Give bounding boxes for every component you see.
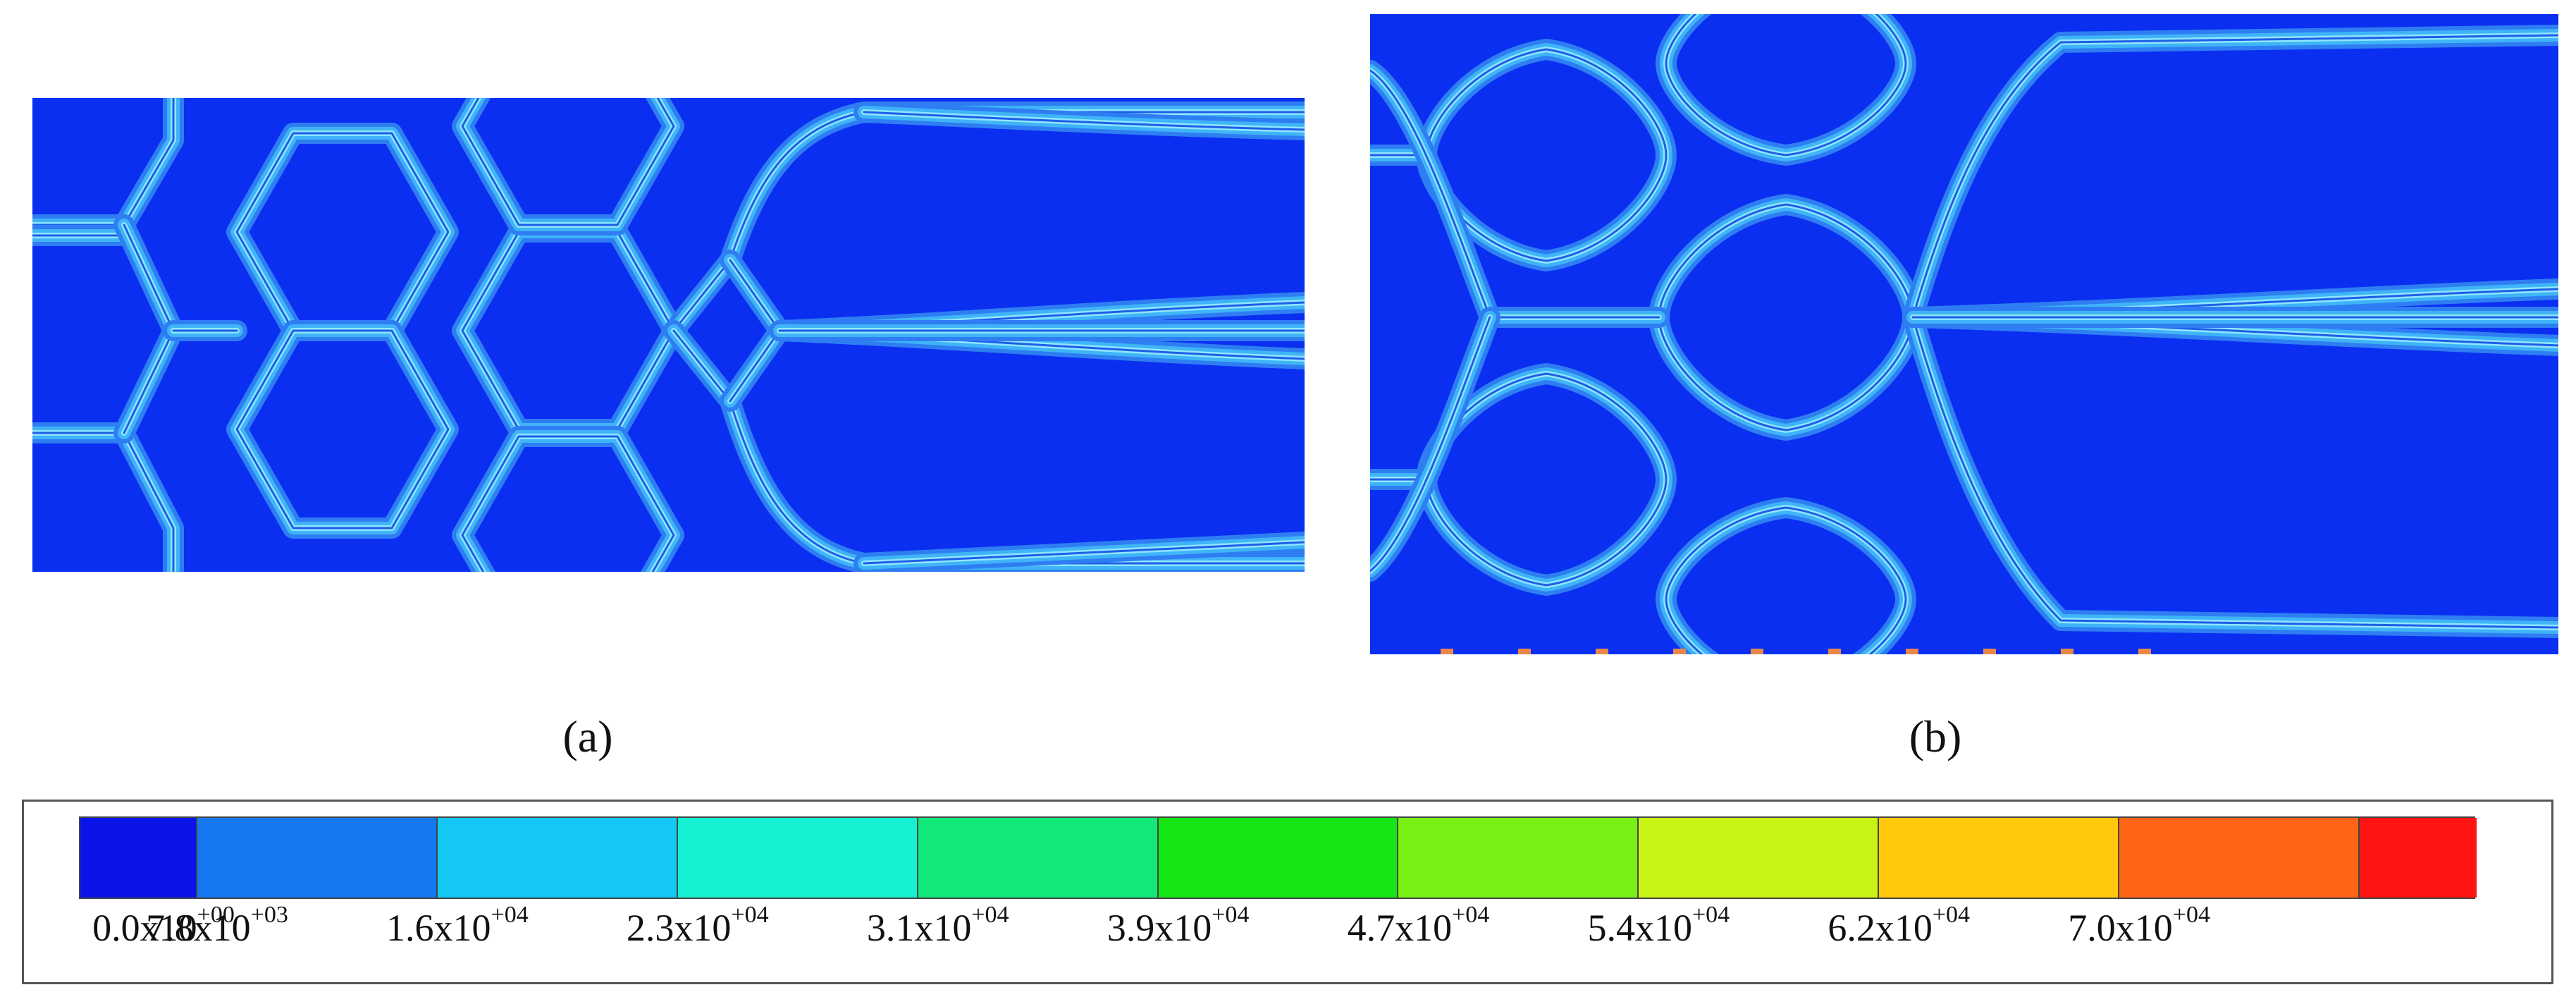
edge-artifact (2138, 649, 2151, 654)
edge-artifact (1673, 649, 1686, 654)
diamond-cell-wall (1370, 316, 1491, 573)
diamond-cell-wall (1370, 69, 1660, 319)
colorbar (79, 816, 2477, 899)
contour-panel-b (1370, 14, 2558, 654)
edge-artifact (1596, 649, 1608, 654)
wake-tail (863, 541, 1305, 565)
diamond-cell-wall (1425, 48, 1668, 262)
edge-artifact (1518, 649, 1531, 654)
diamond-cell-wall (1665, 506, 1907, 654)
edge-artifact (1751, 649, 1763, 654)
hex-cell-wall (672, 329, 1305, 565)
colorbar-tick-label: 3.1x10+04 (866, 902, 1009, 950)
wake-tail (863, 111, 1305, 131)
hexagonal-lattice-plot (32, 98, 1305, 572)
colorbar-swatch (197, 818, 438, 898)
edge-artifact (1906, 649, 1918, 654)
colorbar-tick-label: 0.0x10+00 (92, 902, 235, 950)
colorbar-swatch (1879, 818, 2120, 898)
panel-b-caption: (b) (1909, 711, 1962, 761)
colorbar-tick-label: 3.9x10+04 (1107, 902, 1250, 950)
contour-panel-a (32, 98, 1305, 572)
hex-cell-wall (32, 431, 175, 572)
colorbar-swatch (1158, 818, 1399, 898)
hex-cell-wall (235, 329, 450, 529)
colorbar-tick-label: 4.7x10+04 (1347, 902, 1490, 950)
colorbar-swatch (1639, 818, 1880, 898)
hex-cell-wall (672, 111, 1305, 332)
colorbar-swatch (677, 818, 918, 898)
colorbar-tick-label: 5.4x10+04 (1587, 902, 1730, 950)
diamond-lattice-plot (1370, 14, 2558, 654)
hex-cell-wall (461, 98, 675, 226)
edge-artifact (1828, 649, 1841, 654)
diamond-cell-wall (1911, 316, 2558, 629)
colorbar-tick-label: 7.0x10+04 (2068, 902, 2210, 950)
colorbar-swatch (80, 818, 197, 898)
colorbar-swatch (2360, 818, 2477, 898)
diamond-cell-wall (1665, 14, 1907, 157)
colorbar-swatch (918, 818, 1159, 898)
edge-artifact (1441, 649, 1453, 654)
panel-a-caption: (a) (562, 711, 613, 761)
colorbar-tick-label: 7.8x10+03 (146, 902, 288, 950)
colorbar-swatch (437, 818, 678, 898)
colorbar-tick-label: 2.3x10+04 (626, 902, 769, 950)
colorbar-tick-label: 1.6x10+04 (386, 902, 529, 950)
edge-artifact (1983, 649, 1996, 654)
colorbar-tick-label: 6.2x10+04 (1828, 902, 1971, 950)
hex-cell-wall (461, 435, 675, 572)
diamond-cell-wall (1911, 34, 2558, 319)
colorbar-swatch (1398, 818, 1639, 898)
diamond-cell-wall (1658, 203, 1914, 431)
colorbar-swatch (2119, 818, 2360, 898)
edge-artifact (2061, 649, 2073, 654)
